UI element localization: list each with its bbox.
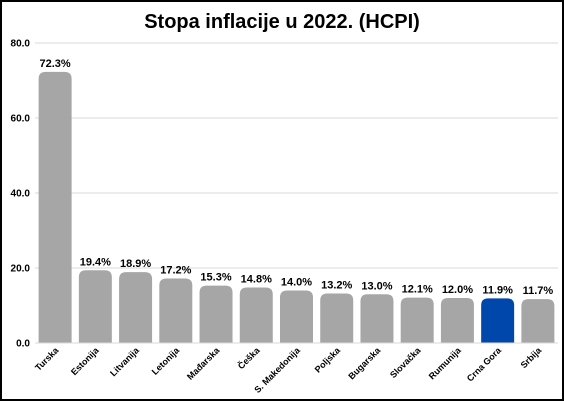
bar — [280, 290, 313, 343]
chart-title: Stopa inflacije u 2022. (HCPI) — [144, 11, 420, 33]
x-tick-label: Srbija — [519, 345, 544, 370]
y-tick-label: 0.0 — [16, 339, 30, 350]
bar — [440, 298, 474, 343]
data-label: 12.0% — [442, 284, 473, 296]
y-tick-label: 20.0 — [11, 264, 31, 275]
bar — [239, 287, 273, 343]
y-tick-label: 80.0 — [11, 39, 31, 50]
bar — [360, 294, 394, 343]
x-tick-label: Slovačka — [388, 345, 423, 380]
data-label: 19.4% — [80, 256, 111, 268]
data-label: 14.8% — [241, 274, 272, 286]
x-tick-label: Crna Gora — [465, 345, 504, 384]
data-label: 18.9% — [120, 258, 151, 270]
data-label: 15.3% — [200, 272, 231, 284]
bar — [320, 293, 354, 343]
y-tick-label: 40.0 — [11, 189, 31, 200]
bar — [481, 298, 515, 343]
data-label: 11.9% — [482, 284, 513, 296]
data-label: 12.1% — [402, 284, 433, 296]
data-label: 13.0% — [361, 280, 392, 292]
bar — [199, 285, 233, 343]
y-tick-label: 60.0 — [11, 114, 31, 125]
bar — [521, 299, 555, 343]
x-tick-label: Litvanija — [108, 345, 142, 379]
x-tick-label: Estonija — [69, 345, 102, 378]
x-tick-label: Češka — [235, 344, 262, 371]
data-label: 72.3% — [40, 58, 71, 70]
x-tick-label: Letonija — [150, 345, 182, 377]
bar — [159, 278, 193, 343]
x-tick-label: Rumunija — [427, 345, 464, 382]
bar — [119, 272, 153, 343]
bar — [38, 71, 72, 343]
data-label: 17.2% — [160, 265, 191, 277]
x-tick-label: Poljska — [313, 345, 343, 375]
x-tick-label: Bugarska — [346, 345, 383, 382]
data-label: 11.7% — [523, 285, 554, 297]
x-tick-label: Turska — [33, 345, 61, 373]
data-label: 13.2% — [321, 280, 352, 292]
bar — [400, 297, 434, 343]
data-label: 14.0% — [281, 277, 312, 289]
bar — [78, 270, 112, 343]
x-tick-label: Mađarska — [185, 345, 222, 382]
